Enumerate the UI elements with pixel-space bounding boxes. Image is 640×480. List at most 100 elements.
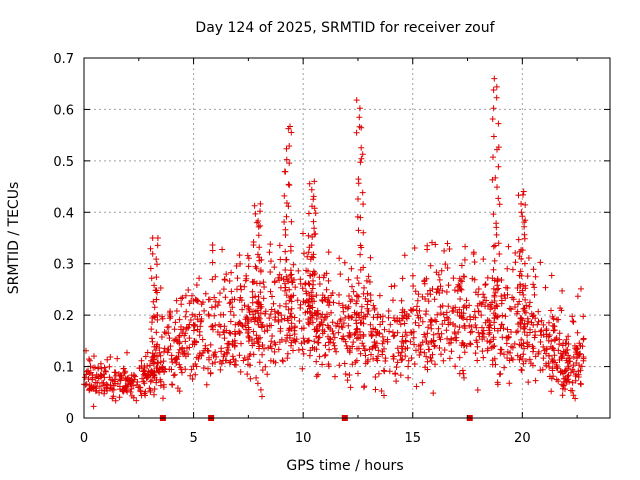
data-point (374, 357, 381, 364)
data-point (300, 350, 307, 357)
data-point (430, 331, 437, 338)
data-point (412, 288, 419, 295)
data-point (241, 283, 248, 290)
data-point (565, 341, 572, 347)
data-point (299, 365, 306, 372)
data-point (330, 330, 337, 337)
data-point (390, 297, 396, 304)
data-point (479, 348, 486, 355)
data-point (209, 276, 216, 283)
data-point (86, 370, 93, 377)
y-tick-label: 0.4 (53, 206, 74, 221)
data-point (97, 372, 104, 379)
data-point (261, 328, 268, 335)
data-point (518, 367, 525, 374)
data-point (345, 322, 352, 329)
data-point (405, 363, 412, 370)
data-point (154, 242, 161, 249)
data-point (460, 315, 467, 322)
data-point (276, 271, 283, 278)
data-point (310, 218, 317, 225)
data-point (456, 354, 463, 361)
data-point (157, 285, 164, 291)
data-point (345, 276, 352, 283)
data-point (318, 319, 325, 325)
data-point (169, 381, 176, 388)
data-point (445, 315, 452, 322)
data-point (147, 378, 154, 385)
data-point (308, 186, 315, 193)
data-point (558, 307, 565, 314)
data-point (182, 338, 189, 345)
data-point (257, 268, 264, 275)
data-point (153, 274, 160, 281)
data-point (154, 235, 161, 241)
data-point (522, 201, 529, 208)
data-point (388, 283, 395, 290)
data-point (370, 302, 377, 309)
data-point (565, 355, 572, 362)
data-point (176, 361, 183, 368)
data-point (327, 339, 334, 346)
data-point (173, 337, 180, 344)
data-point (220, 286, 227, 293)
data-point (497, 350, 504, 357)
data-point (267, 269, 274, 275)
data-point (516, 248, 523, 255)
data-point (325, 363, 332, 370)
data-point (441, 317, 448, 324)
data-point (169, 359, 176, 366)
data-point (386, 368, 393, 375)
data-point (189, 376, 196, 382)
data-point (305, 210, 312, 217)
x-tick-label: 10 (295, 431, 312, 446)
data-point (120, 365, 127, 372)
data-point (543, 333, 550, 340)
data-point (434, 311, 441, 318)
data-point (495, 240, 502, 247)
data-point (467, 341, 474, 348)
data-point (524, 273, 531, 280)
data-point (305, 232, 312, 239)
data-point (346, 293, 352, 299)
data-point (207, 370, 214, 377)
data-point (559, 287, 566, 294)
data-point (150, 360, 157, 367)
data-point (463, 297, 470, 304)
data-point (376, 292, 383, 299)
data-point (476, 300, 483, 307)
data-point (528, 360, 534, 367)
data-point (512, 250, 519, 256)
data-point (329, 290, 336, 296)
data-point (231, 337, 238, 344)
data-point (479, 330, 486, 337)
data-point (279, 357, 286, 364)
data-point (425, 341, 432, 347)
data-point (221, 276, 228, 283)
data-point (524, 343, 531, 350)
data-point (542, 284, 549, 291)
data-point (341, 259, 348, 266)
data-point (112, 397, 119, 404)
data-point (445, 282, 452, 289)
data-point (555, 316, 562, 323)
data-point (520, 188, 527, 195)
data-point (498, 300, 505, 307)
data-point (431, 343, 438, 350)
data-point (147, 245, 154, 252)
data-point (559, 392, 566, 399)
data-point (256, 244, 263, 251)
data-point (249, 294, 256, 301)
data-point (503, 284, 509, 291)
data-point (364, 298, 371, 305)
data-point (444, 265, 451, 271)
data-point (543, 350, 549, 357)
data-point (457, 296, 464, 302)
data-point (325, 277, 332, 284)
data-point (337, 271, 344, 278)
data-point (158, 334, 165, 340)
data-point (196, 311, 203, 318)
data-point (355, 196, 361, 202)
data-point (305, 268, 311, 275)
data-point (242, 316, 249, 323)
